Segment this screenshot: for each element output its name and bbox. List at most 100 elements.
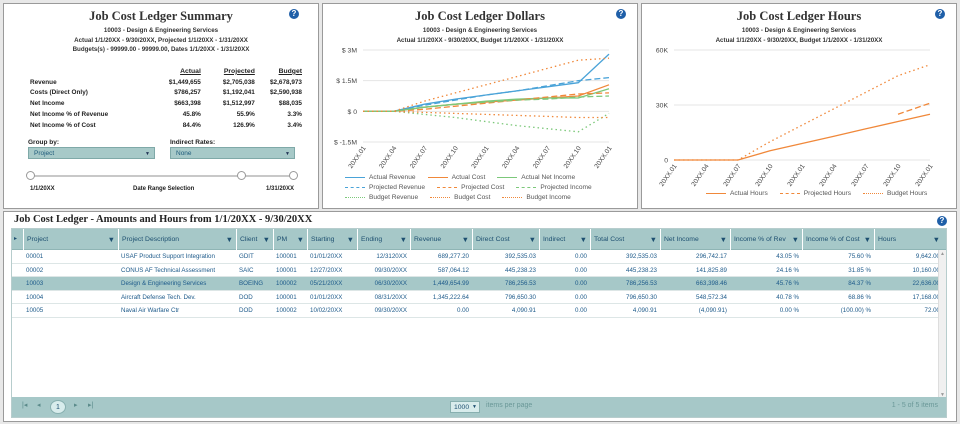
help-icon[interactable]: ?	[289, 9, 299, 19]
legend-entry[interactable]: Actual Net Income	[497, 173, 575, 182]
filter-icon[interactable]: ▼	[791, 235, 799, 244]
help-icon[interactable]: ?	[616, 9, 626, 19]
column-header-direct-cost[interactable]: Direct Cost ▼	[472, 229, 539, 250]
column-header-starting[interactable]: Starting ▼	[307, 229, 357, 250]
indirect-rates-select[interactable]: None ▼	[170, 147, 295, 159]
group-by-label: Group by:	[28, 139, 60, 146]
date-range-handle-end[interactable]	[289, 171, 298, 180]
summary-budget-dates: Budgets(s) - 99999.00 - 99999.00, Dates …	[72, 46, 250, 53]
vertical-scrollbar[interactable]: ▲ ▼	[938, 250, 946, 399]
x-tick-label: 20XX.07	[532, 145, 552, 170]
table-cell: USAF Product Support Integration	[121, 253, 215, 260]
summary-row: Costs (Direct Only) $786,257 $1,192,041 …	[30, 88, 302, 99]
date-range-handle-mid[interactable]	[237, 171, 246, 180]
page-number-button[interactable]: 1	[50, 400, 66, 414]
table-cell: 445,238.23	[505, 266, 536, 274]
legend-swatch	[863, 193, 884, 194]
legend-entry[interactable]: Budget Income	[502, 193, 571, 202]
item-count: 1 - 5 of 5 items	[891, 402, 938, 409]
items-per-page-select[interactable]: 1000 ▼	[450, 401, 480, 413]
y-tick-label: 0	[664, 158, 668, 165]
x-tick-label: 20XX.07	[409, 145, 429, 170]
legend-swatch	[345, 177, 365, 178]
summary-row: Revenue $1,449,655 $2,705,038 $2,678,973	[30, 77, 302, 88]
legend-entry[interactable]: Projected Income	[516, 183, 592, 192]
filter-icon[interactable]: ▼	[461, 235, 469, 244]
legend-entry[interactable]: Projected Revenue	[345, 183, 425, 192]
legend-entry[interactable]: Actual Revenue	[345, 173, 416, 182]
table-cell: 40.78 %	[776, 293, 799, 301]
legend-swatch	[502, 197, 523, 198]
column-header-total-cost[interactable]: Total Cost ▼	[590, 229, 660, 250]
table-row[interactable]: 10005 Naval Air Warfare Ctr DOD 100002 10/02…	[12, 304, 946, 318]
table-cell: 09/30/20XX	[374, 266, 407, 274]
column-header-indirect[interactable]: Indirect ▼	[539, 229, 590, 250]
indirect-rates-value: None	[176, 150, 192, 157]
series-line-projected-income	[363, 95, 610, 112]
table-row[interactable]: 10003 Design & Engineering Services BOEING…	[12, 277, 946, 291]
column-header-net-income[interactable]: Net Income ▼	[660, 229, 730, 250]
legend-swatch	[497, 177, 518, 178]
next-page-icon[interactable]: ▸	[74, 402, 78, 409]
legend-swatch	[779, 193, 800, 194]
table-row[interactable]: 10004 Aircraft Defense Tech. Dev. DOD 10000…	[12, 291, 946, 304]
table-cell: Aircraft Defense Tech. Dev.	[121, 293, 196, 301]
first-page-icon[interactable]: |◂	[22, 402, 28, 409]
filter-icon[interactable]: ▼	[863, 235, 871, 244]
table-cell: 100001	[276, 293, 297, 301]
prev-page-icon[interactable]: ◂	[37, 402, 41, 409]
filter-icon[interactable]: ▼	[225, 235, 233, 244]
dollars-panel: Job Cost Ledger Dollars ? 10003 - Design…	[322, 3, 638, 209]
actual-value: $786,257	[174, 89, 201, 97]
legend-entry[interactable]: Budget Hours	[863, 189, 927, 198]
help-icon[interactable]: ?	[935, 9, 945, 19]
legend-entry[interactable]: Actual Cost	[427, 173, 485, 182]
column-header-project[interactable]: Project ▼	[23, 229, 118, 250]
filter-icon[interactable]: ▼	[719, 235, 727, 244]
filter-icon[interactable]: ▼	[296, 235, 304, 244]
filter-icon[interactable]: ▼	[399, 235, 407, 244]
legend-entry[interactable]: Actual Hours	[706, 189, 768, 198]
column-header-hours[interactable]: Hours ▼	[874, 229, 943, 250]
legend-entry[interactable]: Budget Cost	[430, 193, 490, 202]
group-by-select[interactable]: Project ▼	[28, 147, 155, 159]
table-cell: 0.00 %	[779, 307, 799, 314]
filter-icon[interactable]: ▼	[579, 235, 587, 244]
column-header-revenue[interactable]: Revenue ▼	[410, 229, 472, 250]
table-row[interactable]: 00001 USAF Product Support Integration GDI…	[12, 250, 946, 264]
column-header-income-of-cost[interactable]: Income % of Cost ▼	[802, 229, 874, 250]
table-cell: 17,168.00	[912, 293, 940, 301]
filter-icon[interactable]: ▼	[649, 235, 657, 244]
table-cell: 141,825.89	[696, 266, 727, 274]
legend-entry[interactable]: Projected Cost	[437, 183, 504, 192]
column-header-project-description[interactable]: Project Description ▼	[118, 229, 236, 250]
table-cell: 24.16 %	[776, 266, 799, 274]
filter-icon[interactable]: ▼	[262, 235, 270, 244]
table-row[interactable]: 00002 CONUS AF Technical Assessment SAIC 10…	[12, 264, 946, 277]
column-header-pm[interactable]: PM ▼	[273, 229, 307, 250]
date-range-handle-start[interactable]	[26, 171, 35, 180]
column-header-label: Income % of Rev	[734, 236, 786, 243]
grid-title: Job Cost Ledger - Amounts and Hours from…	[14, 214, 313, 225]
filter-icon[interactable]: ▼	[107, 235, 115, 244]
budget-value: $88,035	[278, 100, 302, 108]
filter-icon[interactable]: ▼	[346, 235, 354, 244]
column-header-income-of-rev[interactable]: Income % of Rev ▼	[730, 229, 802, 250]
legend-entry[interactable]: Projected Hours	[779, 189, 851, 198]
range-start-label: 1/1/20XX	[30, 186, 55, 192]
help-icon[interactable]: ?	[937, 216, 947, 226]
last-page-icon[interactable]: ▸|	[88, 402, 94, 409]
column-header-label: Project Description	[122, 236, 180, 243]
x-tick-label: 20XX.01	[658, 163, 678, 188]
column-header-ending[interactable]: Ending ▼	[357, 229, 410, 250]
column-header-client[interactable]: Client ▼	[236, 229, 273, 250]
filter-icon[interactable]: ▼	[528, 235, 536, 244]
filter-icon[interactable]: ▼	[932, 235, 940, 244]
table-cell: 0.00	[574, 266, 587, 274]
grid-pager: |◂ ◂ 1 ▸ ▸| 1000 ▼ items per page 1 - 5 o…	[12, 397, 946, 417]
summary-row: Net Income % of Revenue 45.8% 55.9% 3.3%	[30, 109, 302, 120]
legend-entry[interactable]: Budget Revenue	[345, 193, 418, 202]
date-range-track[interactable]	[31, 175, 297, 177]
expand-column[interactable]: ▸	[14, 236, 18, 242]
